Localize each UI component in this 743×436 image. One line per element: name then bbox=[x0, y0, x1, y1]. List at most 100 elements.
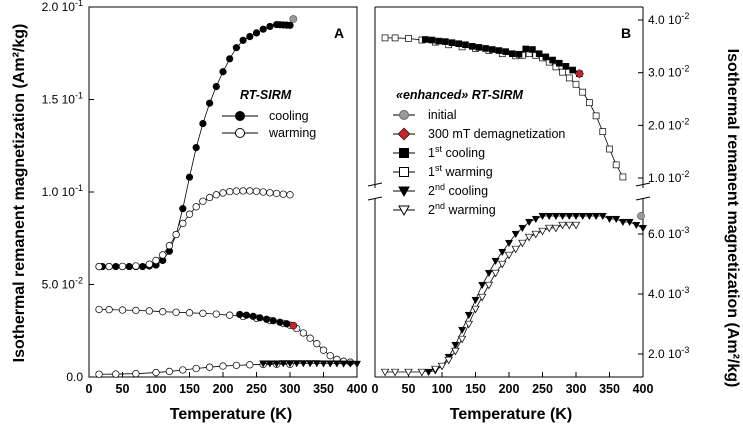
b-s1-series bbox=[421, 36, 583, 78]
a-s4-point bbox=[256, 314, 264, 322]
axis-break-marks bbox=[367, 182, 651, 201]
a-s7-point bbox=[339, 360, 348, 368]
a-s7-point bbox=[346, 360, 355, 368]
legend-b-demag-marker bbox=[397, 127, 411, 141]
a-s0-point bbox=[179, 205, 187, 213]
a-s1-point bbox=[159, 251, 167, 259]
legend-a-warming-label: warming bbox=[268, 126, 316, 140]
a-s1-point bbox=[239, 187, 247, 195]
b-s4-point bbox=[380, 368, 390, 377]
b-s4-point bbox=[565, 221, 574, 230]
b-s0-point bbox=[552, 63, 560, 71]
b-s3-point bbox=[471, 296, 480, 305]
b-s1-point bbox=[569, 66, 576, 74]
b-s5-series bbox=[637, 212, 645, 220]
a-s7-point bbox=[306, 360, 315, 368]
b-s3-point bbox=[605, 215, 614, 224]
panel-b: 0 50 100 150 200 250 300 350 400 1.0 10-2 2.0 10 -… bbox=[367, 6, 689, 423]
a-s4-point bbox=[262, 315, 271, 323]
b-s0-point bbox=[579, 88, 587, 96]
legend-b-w1-rest: warming bbox=[442, 165, 493, 179]
legend-a-cooling-marker bbox=[235, 111, 245, 121]
b-s4-point bbox=[524, 233, 534, 242]
a-s0-point bbox=[199, 119, 207, 128]
a-s3-point bbox=[226, 311, 234, 319]
a-x-tick-label: 400 bbox=[347, 382, 368, 396]
b-s5-point bbox=[637, 212, 645, 220]
b-s0-point bbox=[586, 99, 593, 107]
a-s1-point bbox=[266, 189, 274, 197]
a-x-tick-label: 250 bbox=[246, 382, 267, 396]
a-s6-point bbox=[112, 370, 120, 378]
a-s4-point bbox=[249, 312, 257, 320]
panel-a-series bbox=[95, 15, 362, 378]
b-s0-point bbox=[619, 173, 627, 181]
b-s4-point bbox=[478, 293, 487, 302]
b-s0-point bbox=[606, 145, 613, 153]
b-s3-point bbox=[598, 212, 607, 221]
a-s1-point bbox=[286, 191, 294, 199]
b-y-tick-exp: -3 bbox=[681, 225, 689, 235]
panel-a-x-ticks: 0 50 100 150 200 250 300 350 400 bbox=[86, 372, 368, 396]
a-s1-point bbox=[152, 256, 160, 265]
b-y-tick-exp: -2 bbox=[681, 64, 689, 74]
b-s0-point bbox=[405, 35, 412, 42]
b-y-tick-label: 1.0 10-2 bbox=[648, 169, 689, 185]
a-s1-point bbox=[259, 188, 267, 196]
legend-b-demag-label: 300 mT demagnetization bbox=[428, 127, 565, 141]
legend-b-title: «enhanced» RT-SIRM bbox=[396, 88, 523, 102]
a-s0-series bbox=[95, 20, 294, 271]
b-s0-point bbox=[612, 161, 620, 169]
a-s0-point bbox=[252, 29, 261, 37]
a-x-tick-label: 300 bbox=[280, 382, 301, 396]
a-y-tick-base: 1.5 10 bbox=[42, 93, 76, 107]
a-s0-point bbox=[139, 262, 147, 271]
b-s1-point bbox=[455, 40, 463, 48]
a-s1-point bbox=[272, 189, 281, 198]
a-s6-point bbox=[246, 361, 254, 369]
a-s0-point bbox=[185, 173, 194, 181]
b-s1-point bbox=[522, 45, 530, 53]
legend-b-c2-marker bbox=[398, 186, 410, 198]
a-y-tick-exp: -1 bbox=[75, 91, 83, 101]
a-y-tick-base: 5.0 10 bbox=[42, 278, 76, 292]
b-s3-point bbox=[578, 212, 587, 221]
b-s3-point bbox=[612, 215, 621, 224]
panel-b-label: B bbox=[621, 25, 631, 41]
a-s7-point bbox=[312, 360, 321, 368]
b-s2-series bbox=[574, 68, 585, 79]
b-s1-point bbox=[529, 46, 536, 53]
b-y-tick-base: 2.0 10 bbox=[648, 347, 682, 361]
a-s6-point bbox=[165, 367, 174, 376]
legend-b-w1-num: 1 bbox=[428, 165, 435, 179]
b-s3-point bbox=[525, 218, 534, 227]
b-s4-point bbox=[417, 368, 427, 377]
a-s1-point bbox=[172, 230, 180, 239]
a-s7-point bbox=[292, 360, 301, 368]
a-s6-point bbox=[179, 366, 187, 374]
a-y-tick-label: 2.0 10-1 bbox=[42, 0, 83, 14]
legend-b-c1-num: 1 bbox=[428, 146, 435, 160]
a-s3-point bbox=[95, 305, 103, 314]
b-x-tick-label: 100 bbox=[432, 382, 453, 396]
b-s3-point bbox=[632, 221, 641, 230]
a-s3-point bbox=[212, 310, 220, 318]
b-s3-point bbox=[551, 212, 560, 221]
b-y-tick-label: 4.0 10-2 bbox=[648, 11, 689, 27]
a-s6-point bbox=[205, 363, 214, 371]
legend-b-initial-label: initial bbox=[428, 108, 457, 122]
a-s7-point bbox=[299, 360, 308, 368]
a-s5-series bbox=[289, 321, 298, 330]
a-s0-point bbox=[226, 55, 234, 63]
b-s0-line bbox=[385, 37, 624, 178]
b-s0-point bbox=[565, 74, 573, 82]
panel-b-x-ticks: 0 50 100 150 200 250 300 350 400 bbox=[372, 372, 653, 396]
b-s3-point bbox=[571, 212, 581, 221]
a-s3-point bbox=[172, 308, 180, 316]
a-s7-point bbox=[352, 360, 362, 368]
a-s7-point bbox=[265, 360, 274, 368]
b-s4-point bbox=[457, 335, 467, 344]
a-x-tick-label: 0 bbox=[86, 382, 93, 396]
b-s1-point bbox=[515, 50, 523, 58]
panel-a-legend: RT-SIRM cooling warming bbox=[222, 88, 316, 140]
